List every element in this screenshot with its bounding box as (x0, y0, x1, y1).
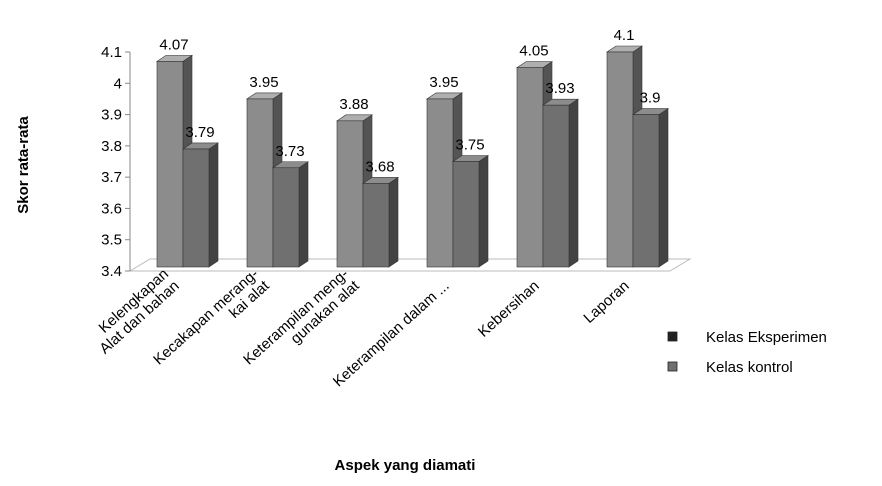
x-tick-line: Laporan (580, 277, 632, 326)
bar-front (362, 183, 390, 268)
x-tick-label: Kebersihan (475, 277, 543, 340)
bar-front (542, 104, 570, 268)
bar-side (388, 176, 399, 268)
bar (272, 161, 309, 268)
value-label: 4.07 (159, 36, 188, 53)
legend-label: Kelas Eksperimen (706, 329, 827, 346)
value-label: 3.93 (545, 80, 574, 97)
value-label: 3.75 (455, 137, 484, 154)
legend-swatch (667, 361, 678, 372)
x-axis-title: Aspek yang diamati (335, 457, 476, 474)
bar-front (156, 61, 184, 268)
value-label: 3.68 (365, 158, 394, 175)
y-tick-label: 3.7 (101, 169, 122, 186)
x-tick-label: Laporan (580, 277, 632, 326)
bar-side (208, 142, 219, 268)
bar-front (452, 161, 480, 268)
y-axis-title: Skor rata-rata (15, 116, 32, 214)
y-tick-label: 3.4 (101, 263, 122, 280)
x-tick-text: Kebersihan (475, 277, 543, 340)
bar-side (298, 161, 309, 268)
legend-swatch (667, 331, 678, 342)
y-tick-label: 3.5 (101, 232, 122, 249)
bar-front (632, 114, 660, 268)
bar-front (516, 67, 544, 268)
value-label: 4.05 (519, 43, 548, 60)
y-tick-label: 4 (114, 75, 122, 92)
y-tick-label: 3.9 (101, 107, 122, 124)
bar (182, 142, 219, 268)
x-tick-line: Kebersihan (475, 277, 543, 340)
x-tick-text: Laporan (580, 277, 632, 326)
legend-label: Kelas kontrol (706, 359, 793, 376)
value-label: 4.1 (614, 27, 635, 44)
bar-front (182, 148, 210, 268)
value-label: 3.79 (185, 124, 214, 141)
bar (632, 108, 669, 268)
value-label: 3.95 (429, 74, 458, 91)
bar-front (606, 51, 634, 268)
bar-front (336, 120, 364, 268)
y-tick-label: 3.6 (101, 200, 122, 217)
bar-front (246, 98, 274, 268)
bar-side (658, 108, 669, 268)
value-label: 3.73 (275, 143, 304, 160)
bar (452, 154, 489, 268)
value-label: 3.9 (640, 90, 661, 107)
bar-side (568, 98, 579, 268)
bar-side (478, 154, 489, 268)
value-label: 3.95 (249, 74, 278, 91)
value-label: 3.88 (339, 96, 368, 113)
y-tick-label: 4.1 (101, 44, 122, 61)
bar-front (426, 98, 454, 268)
y-tick-label: 3.8 (101, 138, 122, 155)
bar-front (272, 167, 300, 268)
bar (542, 98, 579, 268)
bar (362, 176, 399, 268)
